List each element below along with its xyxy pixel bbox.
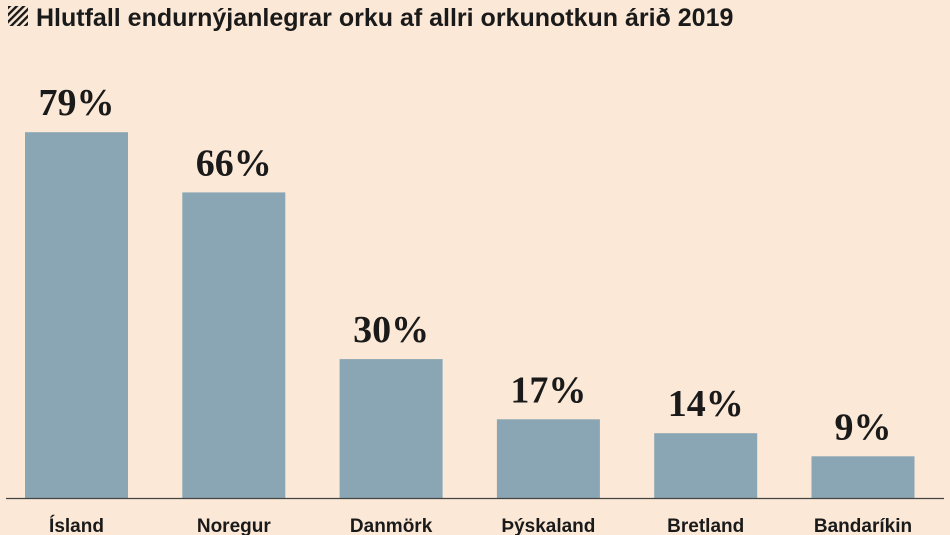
bar-6 bbox=[811, 456, 915, 498]
bar-3 bbox=[339, 359, 443, 498]
bar-5 bbox=[654, 433, 758, 498]
chart-title-group: Hlutfall endurnýjanlegrar orku af allri … bbox=[8, 4, 733, 32]
category-label-3: Danmörk bbox=[350, 516, 433, 535]
category-label-2: Noregur bbox=[197, 516, 272, 535]
value-label-2: 66% bbox=[196, 142, 272, 184]
bar-1 bbox=[25, 132, 128, 498]
value-label-3: 30% bbox=[353, 309, 429, 351]
value-label-1: 79% bbox=[39, 82, 115, 124]
value-labels-layer: 79% 66% 30% 17% 14% 9% bbox=[39, 82, 892, 448]
bar-4 bbox=[496, 419, 600, 498]
category-label-5: Bretland bbox=[667, 516, 744, 535]
bar-2 bbox=[182, 192, 286, 498]
value-label-5: 14% bbox=[668, 383, 744, 425]
category-label-6: Bandaríkin bbox=[814, 516, 912, 535]
chart-title: Hlutfall endurnýjanlegrar orku af allri … bbox=[36, 4, 733, 32]
category-labels-layer: Ísland Noregur Danmörk Þýskaland Bretland Ban… bbox=[49, 515, 912, 535]
category-label-1: Ísland bbox=[49, 515, 104, 535]
value-label-4: 17% bbox=[510, 369, 586, 411]
hatched-square-icon bbox=[8, 6, 28, 26]
category-label-4: Þýskaland bbox=[501, 516, 595, 535]
bars-layer bbox=[25, 132, 915, 498]
value-label-6: 9% bbox=[835, 406, 892, 448]
